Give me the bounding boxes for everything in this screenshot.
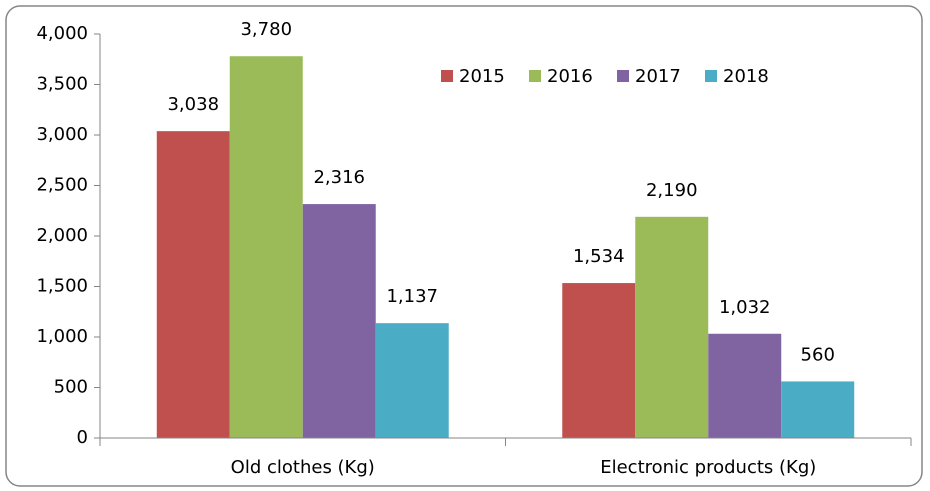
legend-swatch <box>705 70 717 82</box>
y-tick-label: 1,000 <box>36 326 88 347</box>
bar <box>375 323 449 438</box>
legend-label: 2016 <box>547 66 593 87</box>
data-label: 1,534 <box>573 246 625 267</box>
data-label: 3,038 <box>167 94 219 115</box>
y-tick-label: 1,500 <box>36 276 88 297</box>
legend-label: 2017 <box>635 66 681 87</box>
data-label: 2,190 <box>646 180 698 201</box>
y-tick-label: 500 <box>54 377 88 398</box>
bar <box>562 283 636 438</box>
data-label: 560 <box>801 344 835 365</box>
legend-label: 2018 <box>723 66 769 87</box>
bar <box>302 204 376 438</box>
bar <box>708 333 782 438</box>
y-tick-label: 2,000 <box>36 225 88 246</box>
legend-swatch <box>529 70 541 82</box>
y-tick-label: 3,500 <box>36 74 88 95</box>
legend-label: 2015 <box>459 66 505 87</box>
y-tick-label: 3,000 <box>36 124 88 145</box>
x-tick-label: Electronic products (Kg) <box>600 457 816 478</box>
data-label: 3,780 <box>240 19 292 40</box>
y-tick-label: 4,000 <box>36 23 88 44</box>
data-label: 1,137 <box>386 286 438 307</box>
bar <box>156 131 230 439</box>
data-label: 2,316 <box>313 167 365 188</box>
bar <box>781 381 855 438</box>
legend-swatch <box>617 70 629 82</box>
x-tick-label: Old clothes (Kg) <box>231 457 375 478</box>
y-tick-label: 0 <box>77 427 88 448</box>
bar <box>635 216 709 438</box>
data-label: 1,032 <box>719 297 771 318</box>
legend-swatch <box>441 70 453 82</box>
bar <box>229 56 303 438</box>
y-tick-label: 2,500 <box>36 175 88 196</box>
